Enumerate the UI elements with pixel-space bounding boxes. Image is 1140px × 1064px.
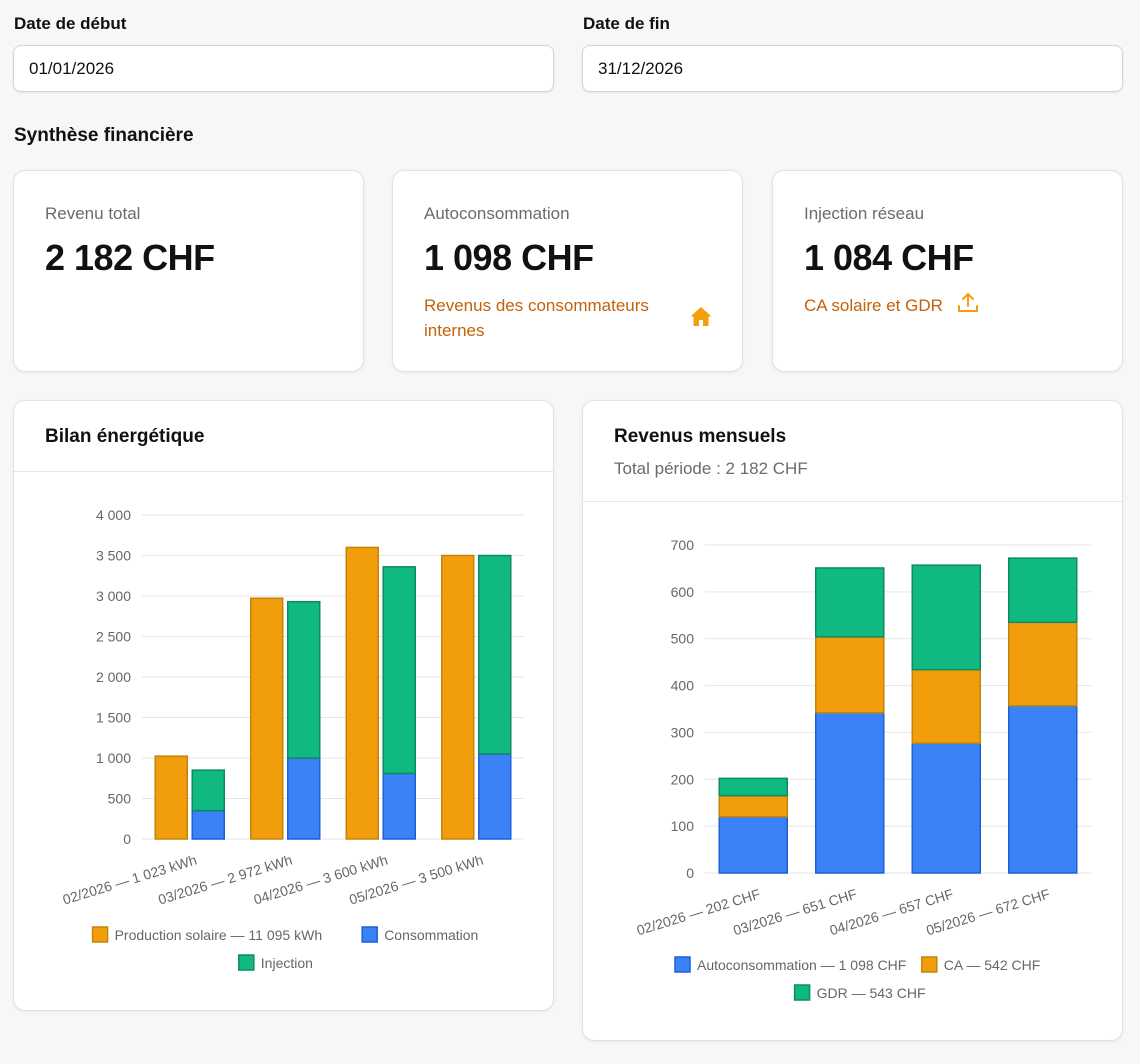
legend-label: CA — 542 CHF	[944, 957, 1040, 973]
y-tick-label: 100	[671, 818, 695, 834]
kpi-label: Autoconsommation	[424, 204, 570, 223]
y-tick-label: 1 000	[96, 750, 131, 766]
bar-segment	[287, 600, 321, 759]
y-tick-label: 0	[686, 865, 694, 881]
energy-panel-title: Bilan énergétique	[45, 426, 205, 447]
y-tick-label: 300	[671, 724, 695, 740]
y-tick-label: 500	[671, 631, 695, 647]
monthly-revenue-panel: Revenus mensuels Total période : 2 182 C…	[582, 400, 1123, 1041]
bar-segment	[718, 777, 788, 797]
legend-swatch	[793, 984, 811, 1001]
bar-segment	[191, 809, 225, 840]
revenue-panel-title: Revenus mensuels	[614, 426, 787, 447]
y-tick-label: 1 500	[96, 710, 131, 726]
kpi-value: 2 182 CHF	[45, 237, 215, 278]
bar-segment	[345, 546, 379, 840]
end-date-input[interactable]	[582, 45, 1123, 92]
legend-swatch	[921, 956, 938, 973]
bar-segment	[478, 554, 512, 755]
bar-segment	[815, 636, 885, 714]
kpi-note: CA solaire et GDR	[804, 296, 943, 315]
y-tick-label: 200	[671, 771, 695, 787]
y-tick-label: 2 000	[96, 669, 131, 685]
bar-segment	[191, 769, 225, 812]
kpi-card-total-revenue: Revenu total 2 182 CHF	[13, 170, 364, 372]
legend-swatch	[674, 956, 691, 973]
kpi-note: Revenus des consommateurs internes	[424, 293, 649, 343]
kpi-value: 1 084 CHF	[804, 237, 974, 278]
end-date-label: Date de fin	[583, 14, 670, 33]
y-tick-label: 2 500	[96, 629, 131, 645]
y-tick-label: 0	[123, 831, 131, 847]
y-tick-label: 4 000	[96, 507, 131, 523]
home-icon	[690, 307, 712, 326]
panel-divider	[14, 471, 553, 472]
kpi-value: 1 098 CHF	[424, 237, 594, 278]
kpi-label: Injection réseau	[804, 204, 925, 223]
kpi-note-line: Revenus des consommateurs	[424, 296, 649, 315]
bar-segment	[911, 742, 981, 874]
kpi-card-self-consumption: Autoconsommation 1 098 CHF Revenus des c…	[392, 170, 743, 372]
y-tick-label: 700	[671, 537, 695, 553]
bar-segment	[718, 816, 788, 874]
y-tick-label: 500	[108, 791, 132, 807]
y-tick-label: 600	[671, 584, 695, 600]
bar-segment	[815, 711, 885, 874]
legend-swatch	[361, 926, 378, 943]
legend-label: Consommation	[384, 927, 478, 943]
bar-segment	[718, 794, 788, 818]
bar-segment	[478, 753, 512, 840]
kpi-note-line: internes	[424, 321, 485, 340]
legend-label: Autoconsommation — 1 098 CHF	[697, 957, 906, 973]
bar-segment	[250, 597, 284, 840]
legend-label: GDR — 543 CHF	[817, 985, 926, 1001]
bar-segment	[441, 554, 475, 840]
y-tick-label: 3 000	[96, 588, 131, 604]
revenue-panel-subtitle: Total période : 2 182 CHF	[614, 459, 808, 478]
upload-icon	[958, 293, 978, 312]
energy-balance-panel: Bilan énergétique 0 500 1 000 1 500 2 000 2 5…	[13, 400, 554, 1011]
start-date-label: Date de début	[14, 14, 127, 33]
legend-swatch	[238, 954, 255, 971]
panel-divider	[583, 501, 1122, 502]
bar-segment	[911, 668, 981, 744]
start-date-input[interactable]	[13, 45, 554, 92]
financial-summary-title: Synthèse financière	[14, 125, 194, 146]
bar-segment	[287, 757, 321, 840]
y-tick-label: 400	[671, 678, 695, 694]
legend-swatch	[91, 926, 109, 943]
bar-segment	[154, 755, 188, 840]
kpi-label: Revenu total	[45, 204, 141, 223]
kpi-card-grid-injection: Injection réseau 1 084 CHF CA solaire et…	[772, 170, 1123, 372]
bar-segment	[815, 567, 885, 638]
y-tick-label: 3 500	[96, 548, 131, 564]
legend-label: Injection	[261, 955, 313, 971]
bar-segment	[1008, 704, 1078, 874]
bar-segment	[382, 772, 416, 840]
legend-label: Production solaire — 11 095 kWh	[115, 927, 323, 943]
bar-segment	[911, 564, 981, 671]
bar-segment	[1008, 621, 1078, 707]
bar-segment	[382, 566, 416, 775]
bar-segment	[1008, 557, 1078, 624]
